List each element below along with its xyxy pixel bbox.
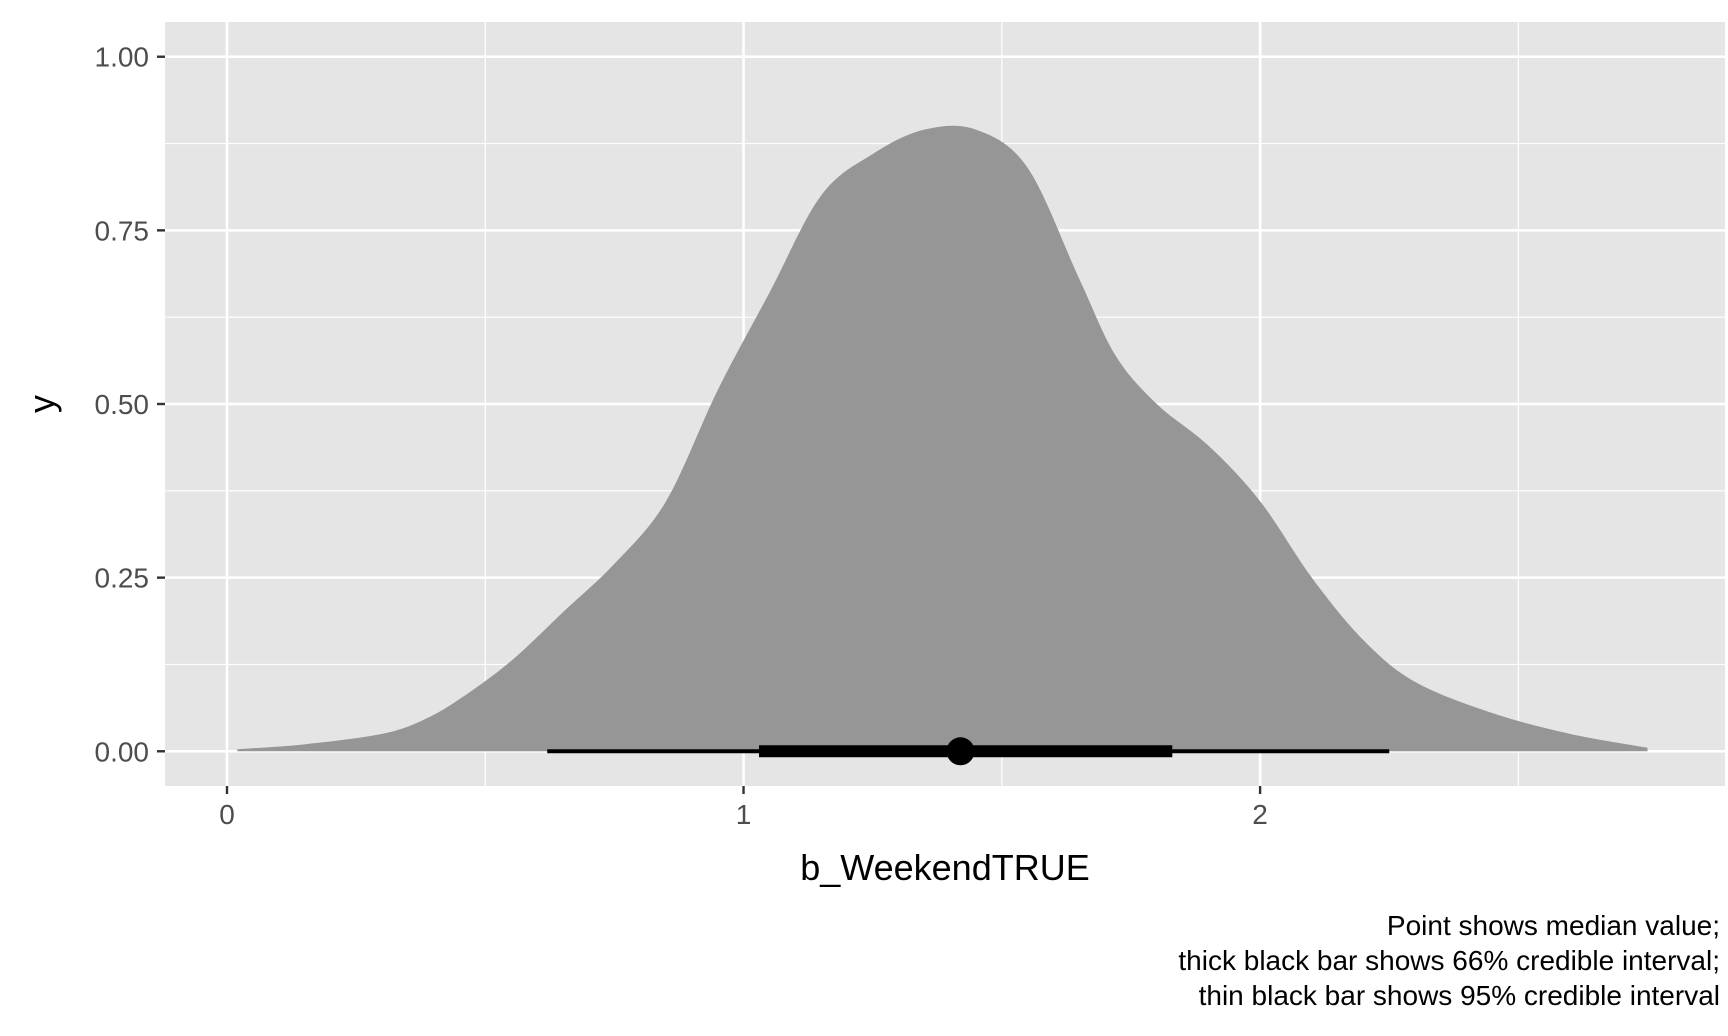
caption-line-1: Point shows median value; xyxy=(1387,910,1720,941)
median-point xyxy=(946,737,975,766)
y-tick-label: 0.00 xyxy=(95,736,150,767)
x-tick-label: 0 xyxy=(219,799,235,830)
caption-line-2: thick black bar shows 66% credible inter… xyxy=(1178,945,1720,976)
y-tick-label: 0.25 xyxy=(95,563,150,594)
y-tick-label: 0.75 xyxy=(95,215,150,246)
y-axis-title: y xyxy=(21,395,62,413)
caption-line-3: thin black bar shows 95% credible interv… xyxy=(1199,980,1720,1011)
x-tick-label: 1 xyxy=(736,799,752,830)
x-axis-title: b_WeekendTRUE xyxy=(800,847,1089,888)
interval-bars xyxy=(547,737,1390,766)
x-axis: 0 1 2 xyxy=(219,786,1268,830)
y-tick-label: 1.00 xyxy=(95,42,150,73)
y-axis: 0.00 0.25 0.50 0.75 1.00 xyxy=(95,42,165,767)
caption: Point shows median value; thick black ba… xyxy=(1178,910,1720,1011)
y-tick-label: 0.50 xyxy=(95,389,150,420)
density-area xyxy=(237,125,1648,752)
x-tick-label: 2 xyxy=(1252,799,1268,830)
